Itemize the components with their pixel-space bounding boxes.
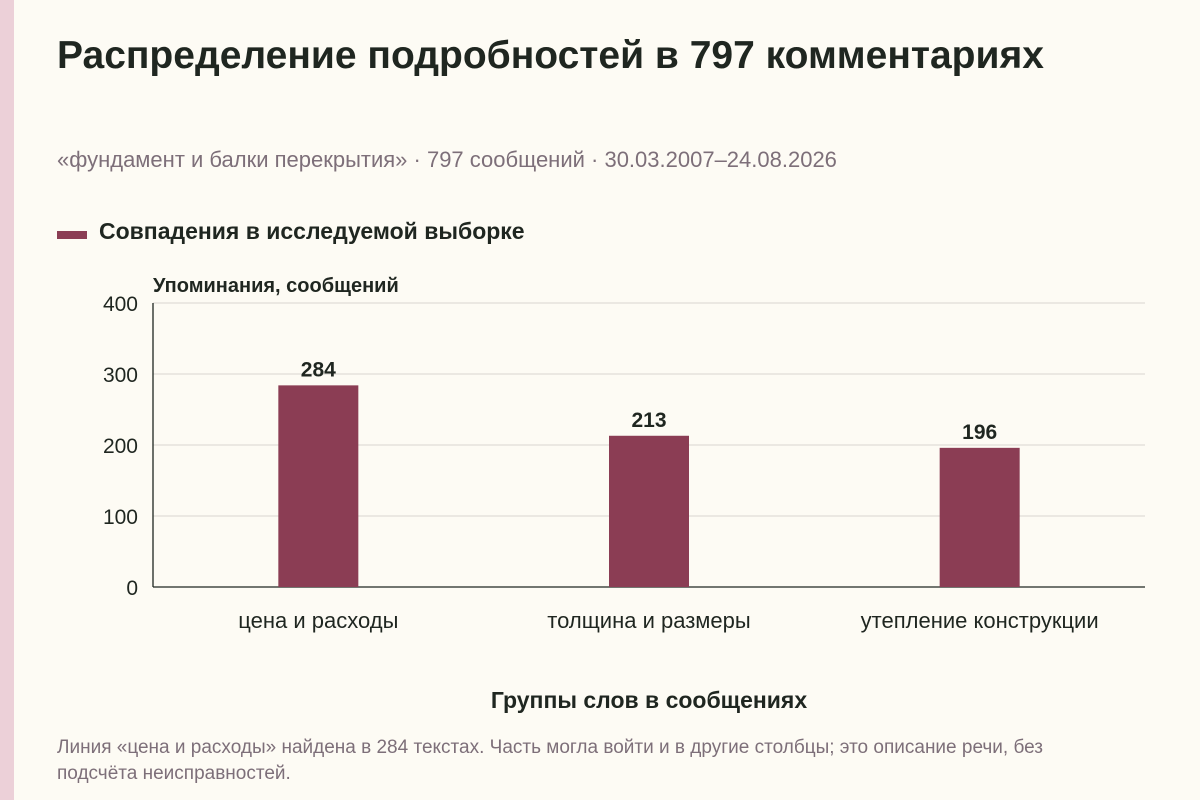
y-tick-label: 100 (103, 506, 138, 529)
x-tick-label: цена и расходы (238, 608, 398, 633)
y-tick-label: 300 (103, 364, 138, 387)
y-tick-label: 200 (103, 435, 138, 458)
x-axis-label: Группы слов в сообщениях (491, 687, 807, 713)
x-tick-label: толщина и размеры (547, 608, 750, 633)
y-tick-label: 0 (126, 577, 138, 600)
x-tick-label: утепление конструкции (861, 608, 1099, 633)
bar (609, 435, 689, 587)
data-label: 196 (962, 421, 997, 444)
bar (939, 447, 1020, 587)
legend-label: Совпадения в исследуемой выборке (99, 218, 525, 244)
bar (278, 385, 359, 587)
data-label: 284 (301, 358, 336, 381)
chart-title: Распределение подробностей в 797 коммент… (57, 34, 1044, 77)
legend: Совпадения в исследуемой выборке (57, 218, 525, 245)
accent-strip (0, 0, 14, 800)
chart-subtitle: «фундамент и балки перекрытия» · 797 соо… (57, 147, 837, 172)
chart-note: Линия «цена и расходы» найдена в 284 тек… (57, 737, 1043, 784)
data-label: 213 (631, 409, 666, 432)
y-tick-label: 400 (103, 293, 138, 316)
y-axis-label: Упоминания, сообщений (153, 275, 399, 297)
legend-swatch (57, 230, 87, 239)
